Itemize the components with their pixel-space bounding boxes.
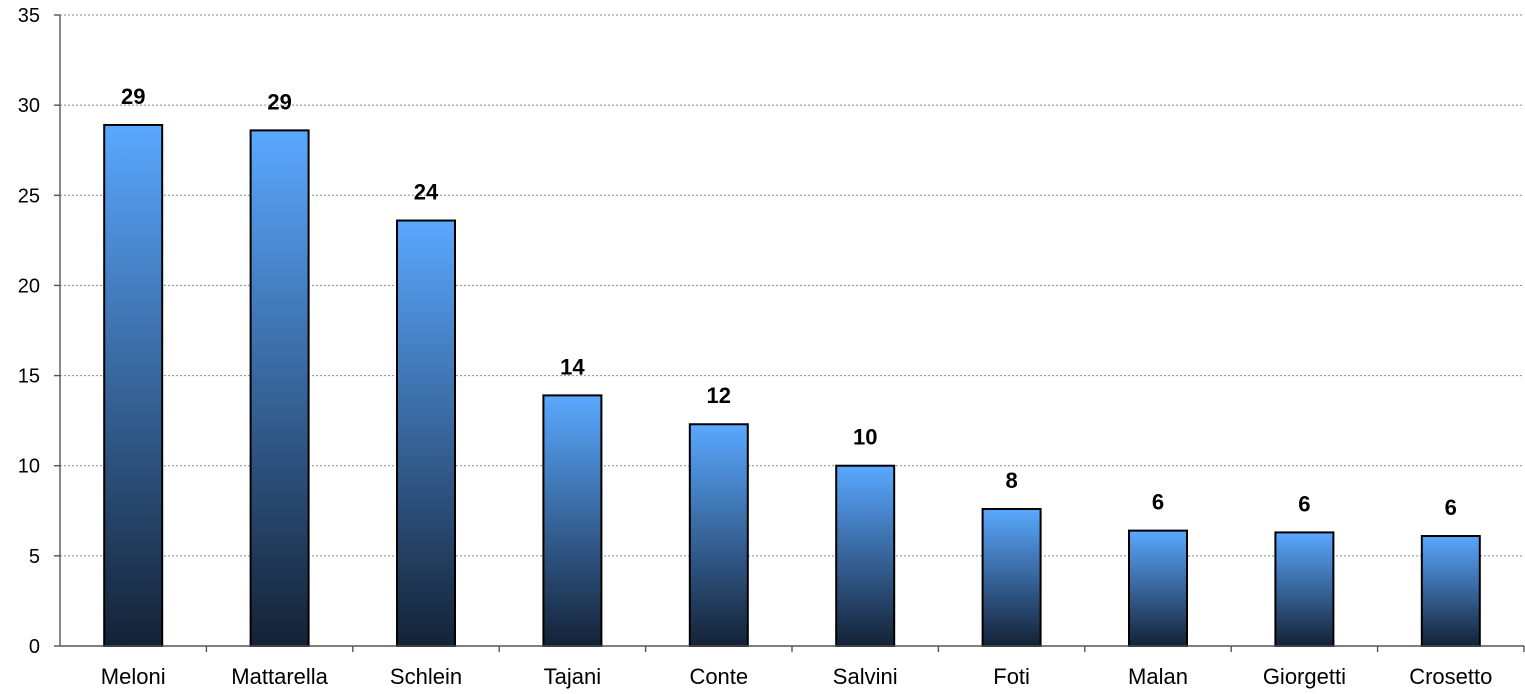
bar — [542, 394, 603, 647]
bars — [103, 123, 1481, 648]
x-tick-label: Schlein — [390, 664, 462, 689]
labels: 0 5 10 15 20 25 30 35 29 Meloni 29 Mattarella 24 Schl… — [18, 5, 1493, 689]
x-tick-label: Mattarella — [231, 664, 328, 689]
data-label: 6 — [1298, 491, 1310, 516]
y-tick-label: 0 — [29, 636, 40, 658]
data-label: 29 — [121, 84, 145, 109]
data-label: 29 — [267, 89, 291, 114]
x-tick-label: Conte — [689, 664, 748, 689]
bar — [981, 507, 1042, 647]
bar — [396, 219, 456, 647]
bar — [835, 464, 896, 648]
data-label: 6 — [1152, 490, 1164, 515]
x-tick-label: Meloni — [101, 664, 166, 689]
y-tick-label: 5 — [29, 546, 40, 568]
x-tick-label: Crosetto — [1409, 664, 1492, 689]
bar — [249, 129, 310, 647]
y-tick-label: 35 — [18, 5, 40, 27]
bar — [1274, 531, 1335, 647]
data-label: 10 — [853, 425, 877, 450]
data-label: 12 — [707, 383, 731, 408]
x-tick-label: Tajani — [544, 664, 601, 689]
y-tick-label: 10 — [18, 456, 40, 478]
data-label: 24 — [414, 180, 439, 205]
x-tick-label: Salvini — [833, 664, 898, 689]
y-tick-label: 20 — [18, 275, 40, 297]
bar — [1128, 529, 1188, 647]
x-tick-label: Malan — [1128, 664, 1188, 689]
data-label: 6 — [1445, 495, 1457, 520]
y-tick-label: 30 — [18, 95, 40, 117]
y-tick-label: 15 — [18, 366, 40, 388]
data-label: 14 — [560, 354, 585, 379]
bar — [688, 423, 749, 647]
y-tick-label: 25 — [18, 185, 40, 207]
bar — [103, 123, 164, 647]
x-tick-label: Foti — [993, 664, 1030, 689]
x-tick-label: Giorgetti — [1263, 664, 1346, 689]
bar — [1420, 535, 1481, 647]
axes — [54, 14, 1525, 652]
data-label: 8 — [1005, 468, 1017, 493]
